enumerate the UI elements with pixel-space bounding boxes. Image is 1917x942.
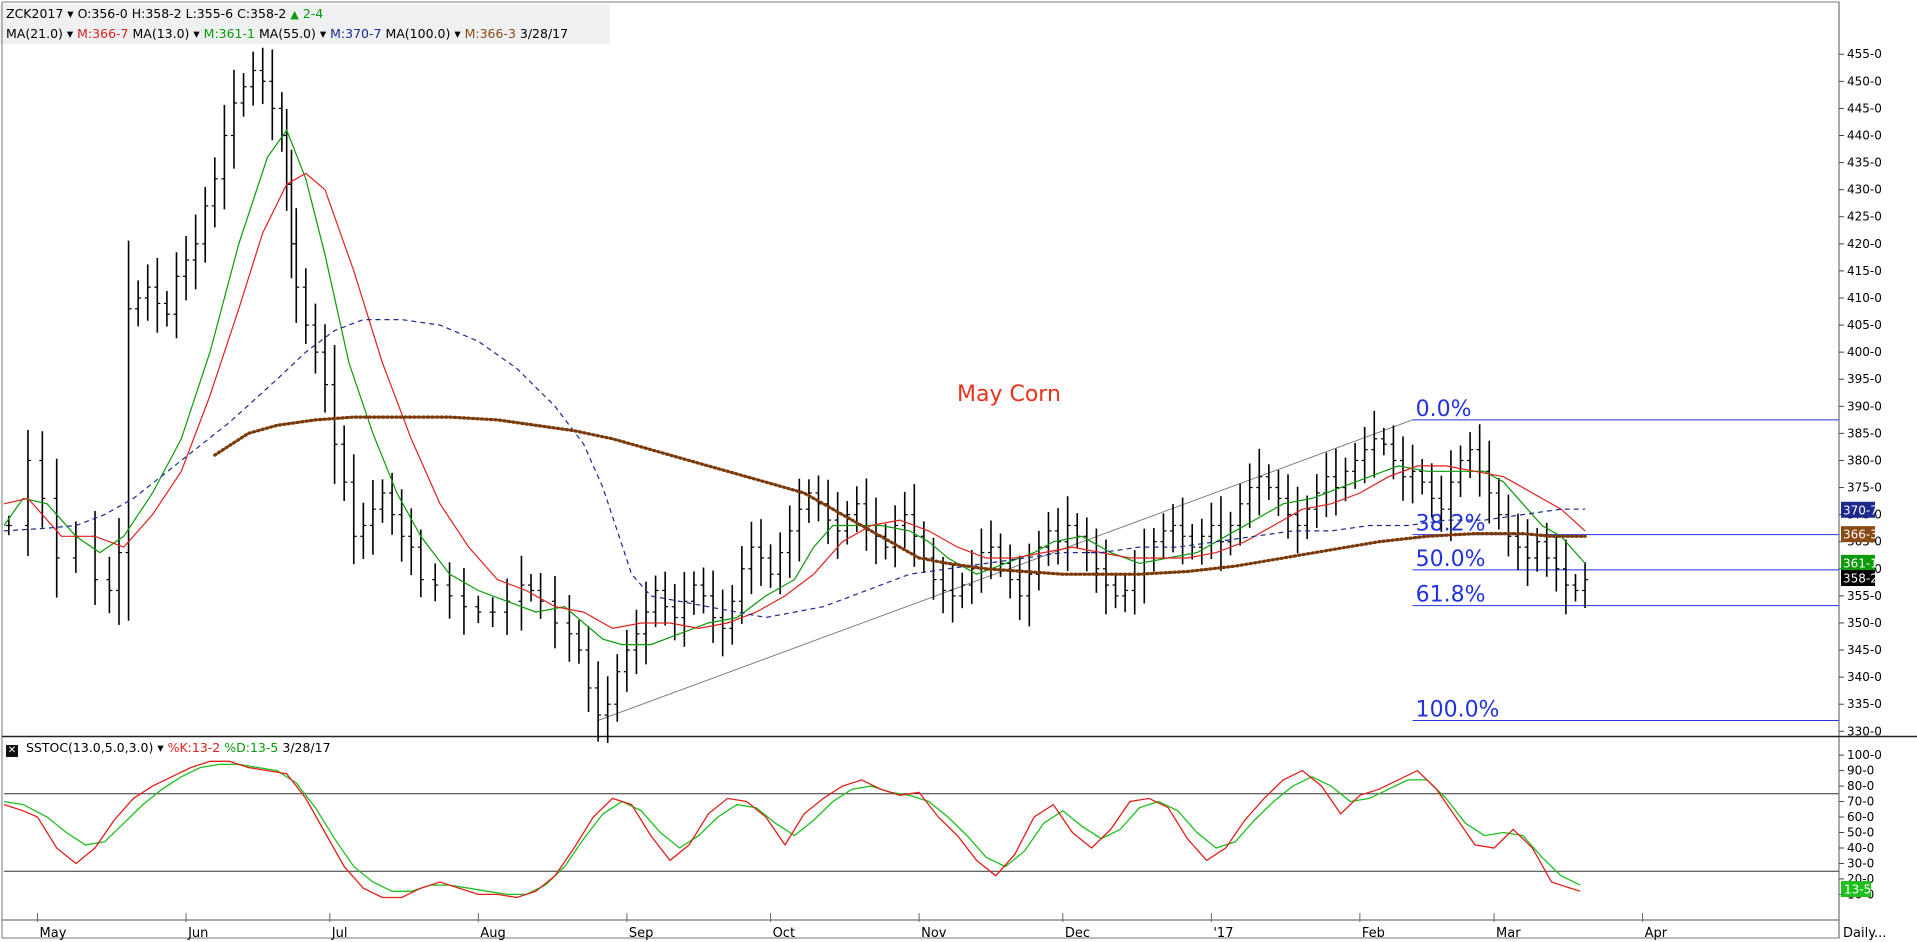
- ma21-label: MA(21.0): [6, 26, 63, 41]
- ma-legend-bar: MA(21.0) ▾ M:366-7 MA(13.0) ▾ M:361-1 MA…: [0, 24, 610, 44]
- close-value: C:358-2: [237, 6, 287, 21]
- price-tag-label: 370-7: [1843, 503, 1878, 517]
- time-tick-label: May: [40, 926, 67, 941]
- price-tick-label: 430-0: [1847, 183, 1882, 197]
- stoch-k-line: [3, 760, 1581, 899]
- price-tick-label: 330-0: [1847, 724, 1882, 738]
- chevron-down-icon[interactable]: ▾: [157, 740, 164, 755]
- price-tick-label: 335-0: [1847, 697, 1882, 711]
- price-tick-label: 425-0: [1847, 210, 1882, 224]
- time-tick-label: '17: [1213, 926, 1233, 941]
- ma13-value: M:361-1: [203, 26, 255, 41]
- price-tick-label: 340-0: [1847, 670, 1882, 684]
- price-tick-label: 455-0: [1847, 47, 1882, 61]
- price-tag-label: 358-2: [1843, 572, 1878, 586]
- stoch-tag: [1841, 881, 1871, 898]
- time-tick-label: Jul: [331, 926, 348, 941]
- time-tick-label: Sep: [629, 926, 654, 941]
- ma100-line: [213, 415, 1587, 576]
- price-tick-label: 380-0: [1847, 453, 1882, 467]
- high-value: H:358-2: [131, 6, 182, 21]
- fib-level-label: 0.0%: [1416, 397, 1472, 422]
- stoch-tick-label: 50-0: [1847, 826, 1874, 840]
- date-label: 3/28/17: [519, 26, 569, 41]
- price-tick-label: 440-0: [1847, 128, 1882, 142]
- stoch-tick-label: 40-0: [1847, 841, 1874, 855]
- stochastic-legend-bar: ✕ SSTOC(13.0,5.0,3.0) ▾ %K:13-2 %D:13-5 …: [2, 738, 331, 758]
- price-tag: [1841, 570, 1875, 587]
- stoch-tick-label: 80-0: [1847, 779, 1874, 793]
- chart-title: May Corn: [957, 382, 1061, 407]
- price-tick-label: 445-0: [1847, 101, 1882, 115]
- stoch-tick-label: 30-0: [1847, 856, 1874, 870]
- price-tick-label: 450-0: [1847, 74, 1882, 88]
- time-tick-label: Oct: [773, 926, 795, 941]
- price-tag: [1841, 526, 1875, 543]
- stoch-tick-label: 60-0: [1847, 810, 1874, 824]
- ma13-line: [3, 128, 1586, 646]
- time-tick-label: Nov: [921, 926, 947, 941]
- close-icon[interactable]: ✕: [6, 745, 18, 757]
- stoch-k-value: %K:13-2: [167, 740, 221, 755]
- stoch-label: SSTOC(13.0,5.0,3.0): [25, 740, 154, 755]
- ma21-value: M:366-7: [77, 26, 129, 41]
- ma13-label: MA(13.0): [132, 26, 190, 41]
- change-value: 2-4: [302, 6, 324, 21]
- time-tick-label: Dec: [1065, 926, 1090, 941]
- time-tick-label: Aug: [480, 926, 505, 941]
- price-tag: [1841, 501, 1875, 518]
- price-tick-label: 410-0: [1847, 291, 1882, 305]
- price-tick-label: 345-0: [1847, 643, 1882, 657]
- open-value: O:356-0: [77, 6, 128, 21]
- price-tag-label: 361-1: [1843, 556, 1878, 570]
- ma55-line: [3, 319, 1586, 619]
- stoch-d-line: [3, 763, 1581, 896]
- price-tick-label: 395-0: [1847, 372, 1882, 386]
- price-tick-label: 350-0: [1847, 616, 1882, 630]
- symbol-quote-bar: ZCK2017 ▾ O:356-0 H:358-2 L:355-6 C:358-…: [0, 4, 610, 24]
- up-triangle-icon: ▲: [290, 8, 299, 21]
- ma100-value: M:366-3: [464, 26, 516, 41]
- time-tick-label: Mar: [1496, 926, 1521, 941]
- stoch-tag-label: 13-5: [1844, 883, 1871, 897]
- time-tick-label: Apr: [1645, 926, 1668, 941]
- price-tick-label: 375-0: [1847, 481, 1882, 495]
- price-tick-label: 435-0: [1847, 156, 1882, 170]
- chevron-down-icon[interactable]: ▾: [193, 26, 200, 41]
- symbol-label[interactable]: ZCK2017: [6, 6, 64, 21]
- price-tick-label: 420-0: [1847, 237, 1882, 251]
- price-tick-label: 405-0: [1847, 318, 1882, 332]
- ohlc-bars: [5, 47, 1589, 743]
- ma55-value: M:370-7: [330, 26, 382, 41]
- price-tag: [1841, 554, 1875, 571]
- time-tick-label: Feb: [1362, 926, 1385, 941]
- stoch-d-value: %D:13-5: [224, 740, 279, 755]
- price-tick-label: 355-0: [1847, 589, 1882, 603]
- chevron-down-icon[interactable]: ▾: [66, 26, 74, 41]
- time-tick-label: Jun: [187, 926, 208, 941]
- timeframe-label: Daily...: [1843, 926, 1886, 941]
- ma100-label: MA(100.0): [385, 26, 451, 41]
- price-tick-label: 415-0: [1847, 264, 1882, 278]
- ma21-line: [3, 172, 1586, 630]
- stoch-tick-label: 100-0: [1847, 748, 1882, 762]
- price-tag-label: 366-3: [1843, 528, 1878, 542]
- ma55-label: MA(55.0): [258, 26, 316, 41]
- stoch-tick-label: 70-0: [1847, 795, 1874, 809]
- chevron-down-icon[interactable]: ▾: [67, 6, 74, 21]
- stoch-tick-label: 90-0: [1847, 764, 1874, 778]
- chevron-down-icon[interactable]: ▾: [454, 26, 461, 41]
- low-value: L:355-6: [185, 6, 234, 21]
- fib-level-label: 100.0%: [1416, 697, 1500, 722]
- price-tick-label: 390-0: [1847, 399, 1882, 413]
- fib-level-label: 61.8%: [1416, 583, 1486, 608]
- chevron-down-icon[interactable]: ▾: [319, 26, 327, 41]
- price-tick-label: 385-0: [1847, 426, 1882, 440]
- fib-level-label: 50.0%: [1416, 547, 1486, 572]
- stoch-date-label: 3/28/17: [282, 740, 331, 755]
- price-tick-label: 400-0: [1847, 345, 1882, 359]
